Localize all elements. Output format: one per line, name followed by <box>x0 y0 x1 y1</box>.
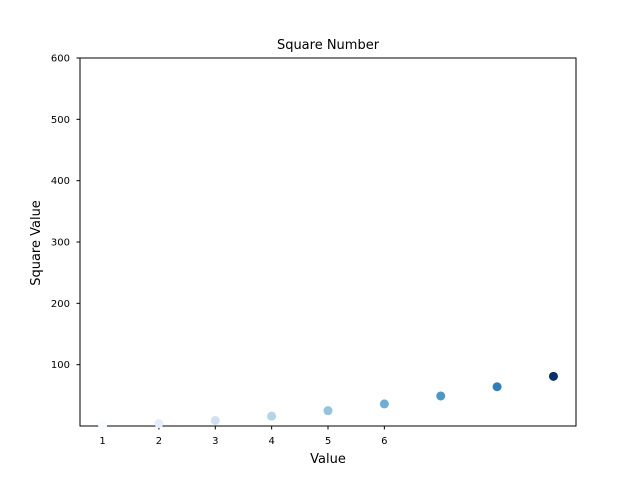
x-tick-label: 5 <box>325 436 331 447</box>
y-tick-label: 500 <box>51 115 70 126</box>
y-tick-label: 400 <box>51 176 70 187</box>
data-point <box>436 391 446 401</box>
x-tick-label: 6 <box>381 436 387 447</box>
x-tick-label: 2 <box>156 436 162 447</box>
y-axis-label: Square Value <box>29 200 44 286</box>
data-point <box>323 406 333 416</box>
y-tick-label: 200 <box>51 299 70 310</box>
data-point <box>98 420 108 430</box>
y-tick-label: 600 <box>51 54 70 65</box>
data-points <box>98 371 558 430</box>
chart-title: Square Number <box>277 38 380 53</box>
x-tick-label: 1 <box>99 436 105 447</box>
data-point <box>548 371 558 381</box>
data-point <box>154 419 164 429</box>
data-point <box>379 399 389 409</box>
y-axis: 100 200 300 400 500 600 <box>51 54 80 371</box>
data-point <box>267 411 277 421</box>
x-axis-label: Value <box>310 452 346 467</box>
y-tick-label: 100 <box>51 360 70 371</box>
y-tick-label: 300 <box>51 238 70 249</box>
data-point <box>492 382 502 392</box>
plot-area <box>79 57 577 427</box>
x-tick-label: 3 <box>212 436 218 447</box>
x-tick-label: 4 <box>268 436 274 447</box>
data-point <box>210 415 220 425</box>
